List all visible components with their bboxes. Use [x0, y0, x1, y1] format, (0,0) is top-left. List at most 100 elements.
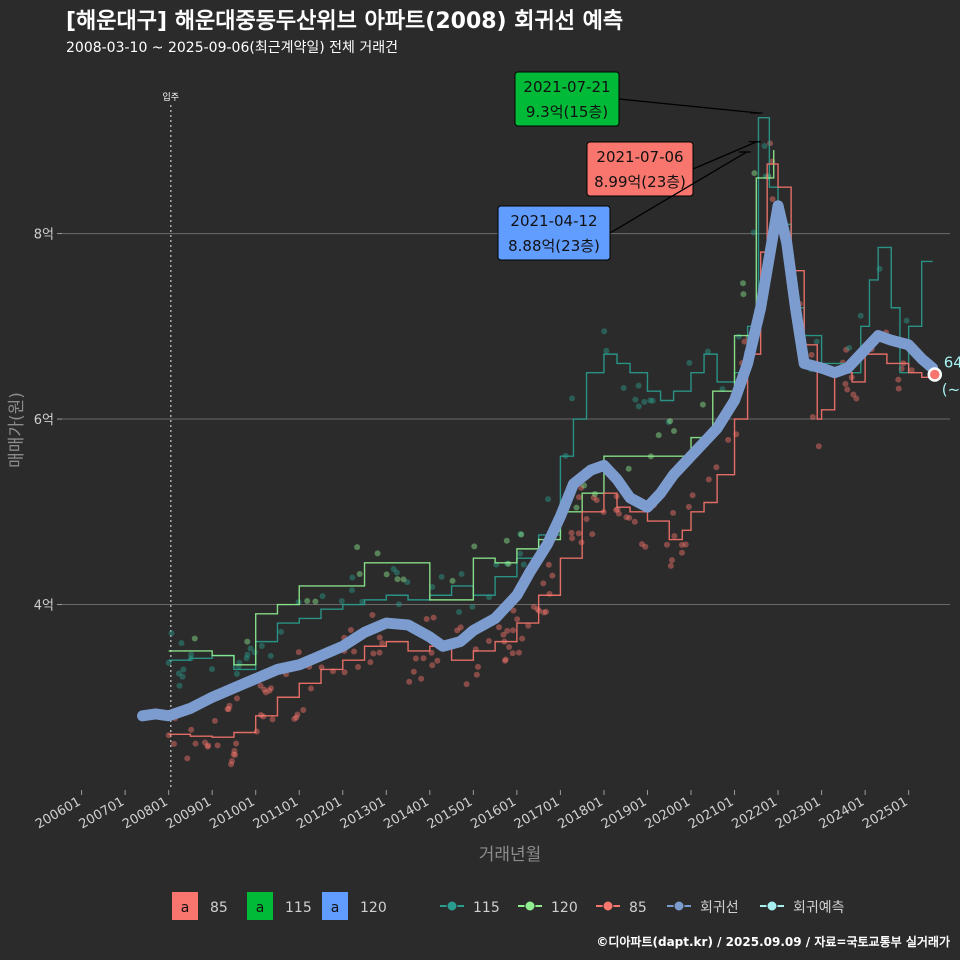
x-tick-label: 201401	[381, 794, 431, 832]
scatter-point-115	[601, 328, 608, 335]
scatter-point-115	[735, 333, 742, 340]
scatter-point-85	[590, 494, 597, 501]
series-line-120	[168, 150, 775, 666]
scatter-point-85	[583, 516, 590, 523]
scatter-point-85	[184, 755, 191, 762]
scatter-point-85	[253, 728, 260, 735]
scatter-point-85	[410, 668, 417, 675]
scatter-point-85	[226, 702, 233, 709]
scatter-point-85	[509, 627, 516, 634]
scatter-point-85	[638, 541, 645, 548]
scatter-point-85	[504, 627, 511, 634]
legend-label: 회귀선	[700, 900, 739, 916]
scatter-point-85	[485, 637, 492, 644]
scatter-point-85	[188, 726, 195, 733]
scatter-point-85	[767, 140, 774, 147]
scatter-point-120	[503, 537, 510, 544]
scatter-point-85	[578, 539, 585, 546]
scatter-point-115	[176, 682, 183, 689]
scatter-point-85	[809, 414, 816, 421]
scatter-point-85	[423, 615, 430, 622]
scatter-point-115	[813, 338, 820, 345]
annotation-date: 2021-07-21	[523, 78, 610, 96]
scatter-point-120	[699, 401, 706, 408]
scatter-point-85	[501, 657, 508, 664]
x-tick-label: 202001	[643, 794, 693, 832]
annotation-leader	[692, 141, 757, 170]
scatter-point-120	[354, 544, 361, 551]
series-line-115	[168, 116, 933, 671]
scatter-point-85	[412, 655, 419, 662]
scatter-point-85	[347, 626, 354, 633]
move-in-marker: 입주	[163, 91, 180, 790]
scatter-point-85	[231, 747, 238, 754]
scatter-point-85	[295, 649, 302, 656]
scatter-point-85	[510, 607, 517, 614]
x-tick-label: 201701	[512, 794, 562, 832]
scatter-point-120	[191, 635, 198, 642]
annotation-leader	[609, 151, 748, 234]
x-tick-label: 200701	[77, 794, 127, 832]
scatter-point-115	[243, 655, 250, 662]
forecast-marker	[927, 367, 943, 382]
legend-key-dot	[766, 900, 778, 912]
x-axis-label: 거래년월	[479, 845, 542, 865]
scatter-point-85	[192, 740, 199, 747]
annotation-date: 2021-04-12	[510, 212, 597, 230]
scatter-point-120	[671, 427, 678, 434]
scatter-point-115	[180, 666, 187, 673]
y-tick-label: 4억	[34, 599, 54, 614]
x-tick-label: 201001	[207, 794, 257, 832]
x-tick-label: 200901	[164, 794, 214, 832]
x-tick-label: 202201	[730, 794, 780, 832]
chart-subtitle: 2008-03-10 ~ 2025-09-06(최근계약일) 전체 거래건	[66, 40, 398, 56]
scatter-point-85	[642, 543, 649, 550]
scatter-point-115	[438, 573, 445, 580]
scatter-point-120	[356, 570, 363, 577]
scatter-point-115	[338, 598, 345, 605]
y-tick-label: 6억	[34, 413, 54, 428]
scatter-point-85	[224, 706, 231, 713]
scatter-point-115	[233, 670, 240, 677]
scatter-point-120	[383, 571, 390, 578]
scatter-point-120	[394, 576, 401, 583]
legend-key-letter: a	[181, 900, 190, 916]
scatter-point-85	[682, 541, 689, 548]
scatter-point-85	[725, 436, 732, 443]
legend-key-dot	[524, 900, 536, 912]
scatter-point-85	[670, 509, 677, 516]
scatter-point-120	[581, 482, 588, 489]
scatter-point-115	[665, 419, 672, 426]
scatter-point-85	[626, 514, 633, 521]
scatter-point-115	[876, 265, 883, 272]
scatter-point-115	[278, 628, 285, 635]
regression-line	[137, 200, 939, 722]
x-tick-label: 202401	[817, 794, 867, 832]
scatter-point-85	[623, 514, 630, 521]
scatter-point-85	[463, 681, 470, 688]
scatter-point-85	[369, 611, 376, 618]
scatter-point-85	[262, 689, 269, 696]
scatter-point-115	[635, 382, 642, 389]
scatter-point-85	[506, 644, 513, 651]
scatter-point-85	[261, 686, 268, 693]
scatter-point-85	[205, 742, 212, 749]
scatter-point-115	[168, 630, 175, 637]
legend-label: 115	[473, 900, 500, 916]
scatter-point-85	[540, 580, 547, 587]
legend-key-fill	[322, 892, 348, 920]
scatter-point-85	[211, 717, 218, 724]
scatter-point-115	[175, 670, 182, 677]
scatter-point-85	[233, 695, 240, 702]
scatter-point-85	[376, 634, 383, 641]
x-tick-label: 200801	[120, 794, 170, 832]
scatter-point-85	[230, 751, 237, 758]
scatter-point-120	[667, 418, 674, 425]
scatter-point-85	[300, 706, 307, 713]
scatter-point-115	[517, 531, 524, 538]
scatter-point-85	[671, 533, 678, 540]
move-in-label: 입주	[163, 91, 180, 103]
x-tick-label: 201601	[468, 794, 518, 832]
scatter-point-85	[429, 662, 436, 669]
scatter-point-85	[569, 535, 576, 542]
